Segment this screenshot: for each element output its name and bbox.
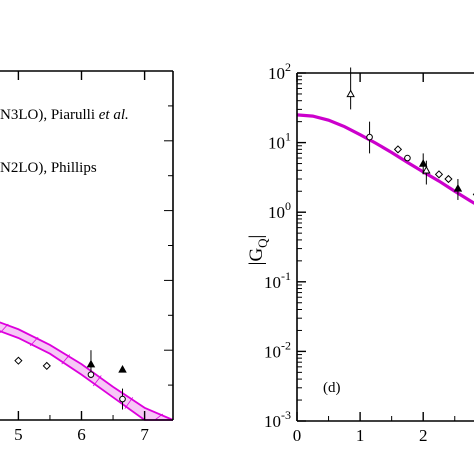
right-data-point [418,159,428,167]
right-data-point [453,183,463,192]
left-axes-layer: 5 6 7 [0,70,174,444]
right-theory-curve [296,113,474,205]
left-x-tick-label: 7 [140,425,149,444]
left-band-layer [0,321,174,421]
right-y-tick-label: 100 [268,199,291,222]
right-y-tick-label: 10-2 [264,338,291,361]
left-legend-line-1-italic: et al. [99,107,129,123]
right-points-layer [346,67,474,200]
right-y-tick-label: 10-3 [264,408,291,431]
right-y-tick-base: 10 [268,64,285,83]
right-y-tick-exponent: 2 [285,60,291,74]
right-y-tick-exponent: -1 [281,269,291,283]
right-x-tick-label: 2 [419,426,428,445]
right-x-tick-label: 1 [356,426,365,445]
left-band-fill [0,322,173,420]
right-data-point [404,154,411,162]
right-y-tick-label: 102 [268,60,291,83]
right-y-tick-exponent: 1 [285,130,291,144]
left-data-point [118,364,127,373]
right-y-tick-base: 10 [268,203,285,222]
right-y-axis-label-main: |G [246,248,267,266]
right-y-tick-exponent: -2 [281,338,291,352]
panel-d-annotation: (d) [323,380,341,396]
right-y-tick-base: 10 [268,134,285,153]
right-data-point [422,165,431,174]
left-legend-line-2: N2LO), Phillips [0,160,97,176]
right-y-tick-exponent: -3 [281,408,291,422]
left-legend-line-1: N3LO), Piarulli et al. [0,107,129,123]
left-data-point [42,361,51,371]
right-y-tick-label: 10-1 [264,269,291,292]
right-curve-layer [296,113,474,205]
left-x-tick-label: 6 [77,425,86,444]
right-data-point [444,174,453,184]
left-x-tick-label: 5 [14,425,23,444]
right-y-tick-label: 101 [268,130,291,153]
right-data-point [366,133,373,141]
left-points-layer [14,350,127,410]
left-legend-line-1-text: N3LO), Piarulli [0,107,99,123]
left-data-point [86,359,96,368]
right-y-tick-base: 10 [264,342,281,361]
left-band-upper-edge [0,321,174,421]
right-data-point [434,170,444,179]
right-y-tick-base: 10 [264,273,281,292]
left-data-point [87,371,95,378]
right-y-axis-label-subscript: Q [255,238,270,248]
right-data-point [393,145,403,154]
right-y-tick-base: 10 [264,412,281,431]
left-data-point [119,395,126,403]
right-y-tick-exponent: 0 [285,199,291,213]
left-panel: 5 6 7 N3LO), Piarulli et al. N2LO), Philli… [0,70,174,444]
left-legend-line-2-text: N2LO), Phillips [0,160,97,176]
right-y-axis-label-close: | [246,235,267,239]
right-data-point [346,89,355,98]
left-data-point [14,356,23,365]
right-x-tick-label: 0 [293,426,302,445]
right-y-axis-label: |GQ| [246,235,270,266]
